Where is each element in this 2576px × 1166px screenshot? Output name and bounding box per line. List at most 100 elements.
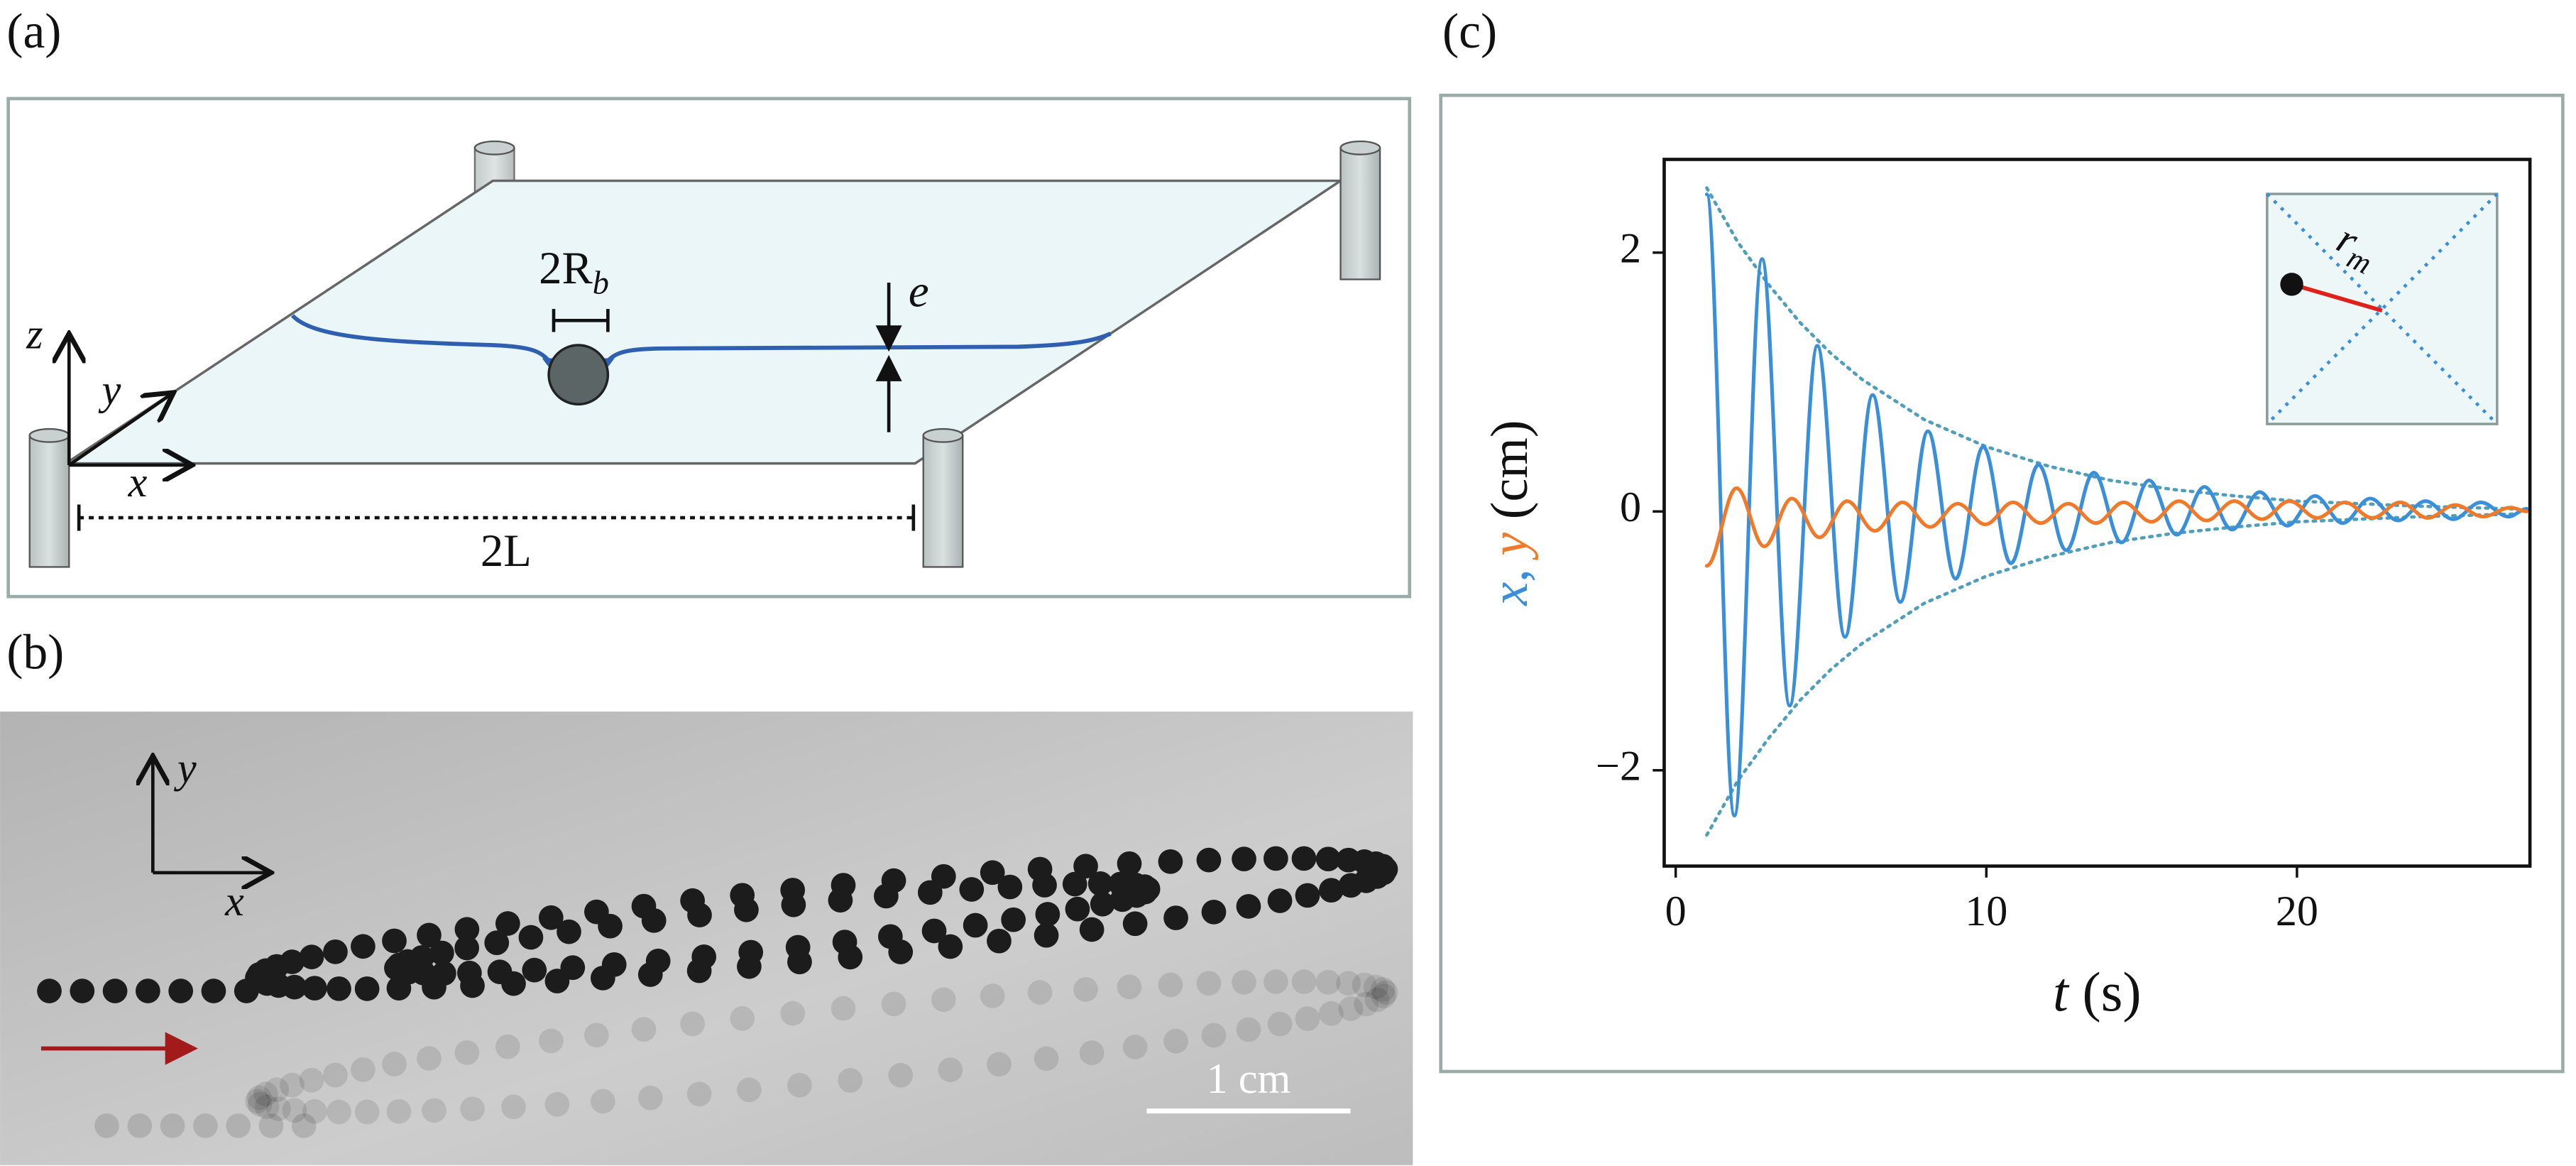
bead xyxy=(1232,846,1256,872)
post-top xyxy=(28,427,70,443)
bead xyxy=(1163,1028,1188,1054)
bead xyxy=(1062,871,1087,897)
bead xyxy=(963,912,988,938)
bead xyxy=(687,903,712,927)
bead xyxy=(417,1046,442,1071)
bead xyxy=(560,955,586,981)
post xyxy=(1339,147,1381,280)
bead xyxy=(987,928,1012,954)
bead xyxy=(327,1099,351,1125)
bead xyxy=(1201,1023,1227,1048)
envelope-line xyxy=(1705,512,2516,837)
bead xyxy=(1315,969,1341,995)
bead xyxy=(931,987,956,1013)
bead xyxy=(1034,922,1059,948)
bead xyxy=(280,1072,305,1098)
bead xyxy=(737,1077,762,1103)
bead xyxy=(382,1052,407,1077)
bead xyxy=(544,1091,570,1117)
bead xyxy=(680,1011,705,1037)
bead xyxy=(454,1040,480,1065)
bead xyxy=(1035,902,1060,927)
panel-frame xyxy=(6,97,1412,599)
plate xyxy=(61,179,1345,465)
axis-label: y xyxy=(173,745,197,792)
bead xyxy=(1196,971,1222,996)
y-axis-label: x, y (cm) xyxy=(1481,420,1539,606)
bead xyxy=(1319,1001,1344,1026)
bead xyxy=(1232,969,1256,995)
post xyxy=(922,435,964,568)
bead-label-text: 2R xyxy=(539,243,593,294)
x-axis-label-part: (s) xyxy=(2083,961,2142,1023)
photo xyxy=(0,712,1413,1165)
axis-label: x xyxy=(128,459,148,506)
bead xyxy=(127,1113,153,1138)
bead xyxy=(457,960,482,986)
length-label: 2L xyxy=(481,525,532,577)
bead xyxy=(351,1057,376,1082)
bead xyxy=(1319,878,1344,903)
bead xyxy=(938,934,963,959)
panel-label: (c) xyxy=(1442,4,1497,59)
bead xyxy=(1315,846,1341,872)
bead xyxy=(645,948,671,974)
bead xyxy=(1267,888,1293,913)
bead xyxy=(429,940,454,966)
bead xyxy=(302,976,327,1001)
bead xyxy=(686,1081,712,1107)
bead xyxy=(410,944,434,970)
bead xyxy=(454,935,480,961)
bead xyxy=(1371,854,1396,879)
bead xyxy=(460,1096,485,1121)
bead xyxy=(422,1098,446,1123)
bead xyxy=(291,1113,317,1138)
bead xyxy=(557,919,581,944)
post-top xyxy=(1339,140,1381,156)
bead xyxy=(1079,917,1105,942)
bead xyxy=(254,1094,280,1119)
bead xyxy=(417,922,442,948)
bead xyxy=(382,928,407,954)
axis-arrow xyxy=(67,394,170,467)
bead xyxy=(598,913,623,939)
bead xyxy=(246,1085,272,1111)
envelope-line xyxy=(1705,186,2516,511)
bead xyxy=(938,1057,963,1082)
bead xyxy=(828,888,853,913)
bead xyxy=(1073,854,1098,879)
bead xyxy=(354,1099,380,1125)
bead xyxy=(538,1028,564,1054)
bead xyxy=(454,917,480,942)
bead xyxy=(1073,976,1098,1002)
axis-label: z xyxy=(26,311,43,359)
bead xyxy=(1196,847,1222,873)
bead xyxy=(299,944,324,969)
bead xyxy=(1236,1017,1261,1042)
y-axis-label-part: x xyxy=(1481,582,1539,606)
bead xyxy=(1158,972,1183,998)
bead xyxy=(1122,911,1148,937)
series-line xyxy=(1704,486,2529,568)
bead xyxy=(1371,984,1396,1008)
bead xyxy=(918,880,943,905)
bead xyxy=(518,925,544,950)
bead xyxy=(831,996,856,1021)
bead xyxy=(168,979,194,1003)
bead xyxy=(874,883,899,909)
bead xyxy=(997,874,1023,900)
y-axis-label-part: (cm) xyxy=(1481,420,1539,520)
bead xyxy=(637,1085,663,1111)
bead xyxy=(787,1072,812,1098)
bead xyxy=(641,908,667,933)
bead xyxy=(781,892,806,917)
bead xyxy=(631,1017,657,1042)
bead xyxy=(591,1089,615,1114)
x-tick-label: 0 xyxy=(1665,888,1687,935)
y-axis-label-part: y xyxy=(1481,533,1539,561)
bead xyxy=(785,935,811,960)
bead xyxy=(495,911,520,936)
bead xyxy=(1201,900,1227,925)
bead xyxy=(980,984,1005,1008)
bead xyxy=(1291,846,1317,871)
